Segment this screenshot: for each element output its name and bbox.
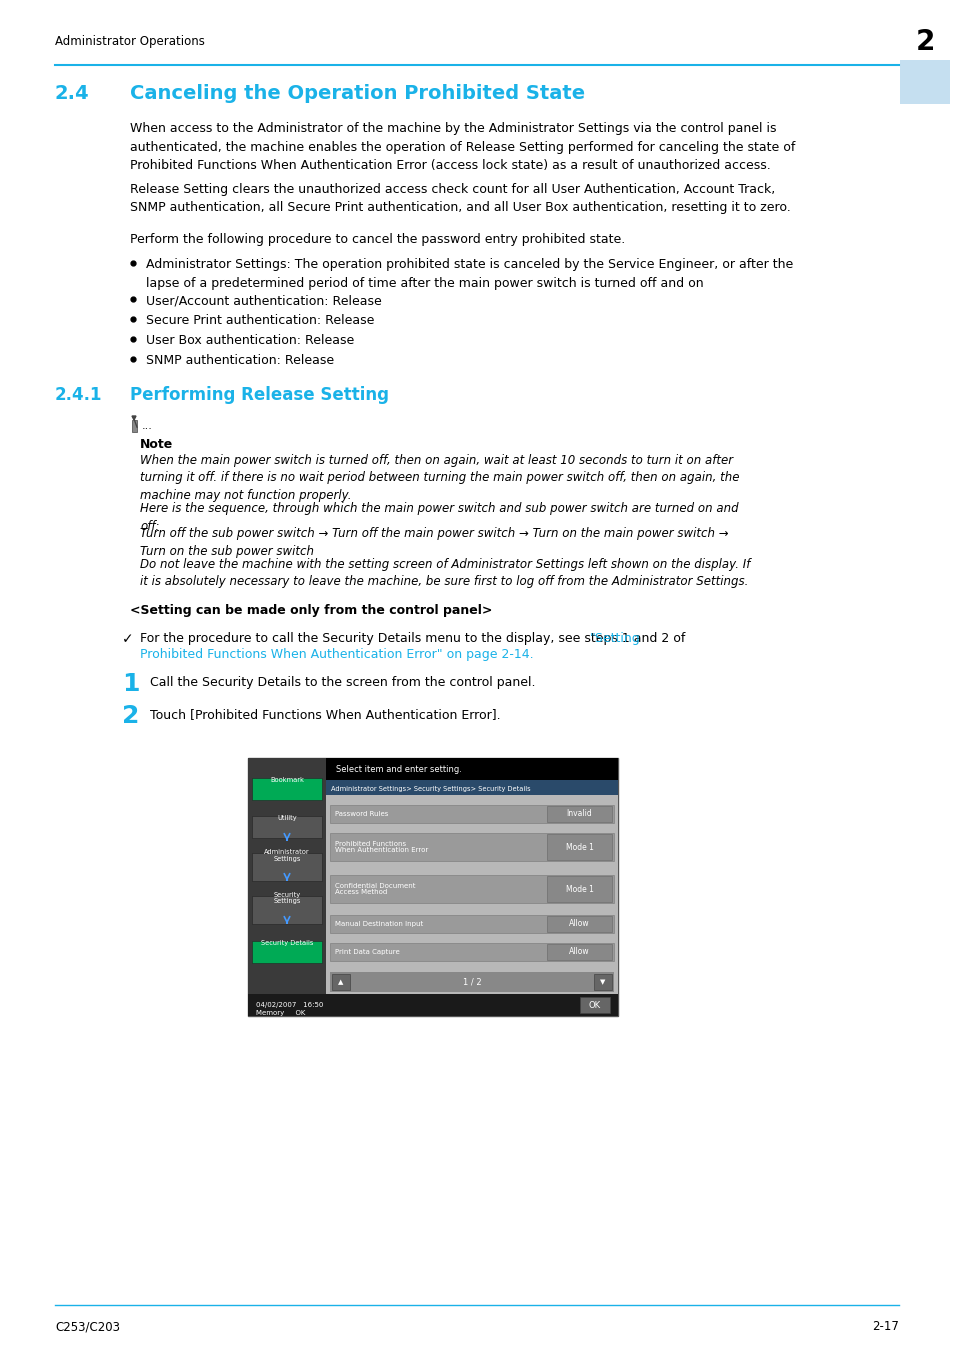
FancyBboxPatch shape (248, 994, 618, 1017)
Text: C253/C203: C253/C203 (55, 1320, 120, 1332)
Text: Note: Note (140, 437, 173, 451)
Text: ...: ... (142, 421, 152, 431)
Text: User/Account authentication: Release: User/Account authentication: Release (146, 294, 381, 306)
Text: Touch [Prohibited Functions When Authentication Error].: Touch [Prohibited Functions When Authent… (150, 707, 500, 721)
Text: Turn off the sub power switch → Turn off the main power switch → Turn on the mai: Turn off the sub power switch → Turn off… (140, 526, 728, 558)
FancyBboxPatch shape (579, 998, 609, 1012)
Text: Manual Destination Input: Manual Destination Input (335, 921, 423, 927)
Text: 04/02/2007   16:50: 04/02/2007 16:50 (255, 1002, 323, 1008)
Text: Administrator Settings: The operation prohibited state is canceled by the Servic: Administrator Settings: The operation pr… (146, 258, 792, 289)
Text: Memory     OK: Memory OK (255, 1010, 305, 1017)
Text: Password Rules: Password Rules (335, 811, 388, 817)
Text: Administrator
Settings: Administrator Settings (264, 849, 310, 861)
FancyBboxPatch shape (594, 973, 612, 990)
FancyBboxPatch shape (332, 973, 350, 990)
Text: Call the Security Details to the screen from the control panel.: Call the Security Details to the screen … (150, 676, 535, 688)
Text: 2.4: 2.4 (55, 84, 90, 103)
Text: Allow: Allow (569, 919, 589, 929)
Text: SNMP authentication: Release: SNMP authentication: Release (146, 354, 334, 367)
Text: Prohibited Functions
When Authentication Error: Prohibited Functions When Authentication… (335, 841, 428, 853)
Text: ▲: ▲ (338, 979, 343, 986)
FancyBboxPatch shape (330, 944, 614, 961)
Text: OK: OK (588, 1000, 600, 1010)
FancyBboxPatch shape (330, 972, 614, 992)
FancyBboxPatch shape (248, 757, 326, 1017)
FancyBboxPatch shape (248, 757, 618, 1017)
Polygon shape (132, 416, 136, 420)
Text: ✓: ✓ (122, 632, 133, 647)
FancyBboxPatch shape (546, 806, 612, 822)
Text: When access to the Administrator of the machine by the Administrator Settings vi: When access to the Administrator of the … (130, 122, 795, 171)
FancyBboxPatch shape (546, 917, 612, 932)
Text: Mode 1: Mode 1 (565, 842, 593, 852)
Text: Bookmark: Bookmark (270, 778, 304, 783)
FancyBboxPatch shape (252, 853, 322, 882)
Text: 2.4.1: 2.4.1 (55, 386, 102, 404)
FancyBboxPatch shape (546, 944, 612, 960)
Text: Select item and enter setting.: Select item and enter setting. (335, 765, 461, 775)
Text: Perform the following procedure to cancel the password entry prohibited state.: Perform the following procedure to cance… (130, 234, 624, 246)
Text: 1 / 2: 1 / 2 (462, 977, 481, 987)
Text: User Box authentication: Release: User Box authentication: Release (146, 333, 354, 347)
Text: Security Details: Security Details (260, 940, 313, 946)
Text: 2: 2 (122, 703, 139, 728)
Text: Do not leave the machine with the setting screen of Administrator Settings left : Do not leave the machine with the settin… (140, 558, 750, 589)
FancyBboxPatch shape (330, 915, 614, 933)
Text: When the main power switch is turned off, then on again, wait at least 10 second: When the main power switch is turned off… (140, 454, 739, 502)
FancyBboxPatch shape (330, 833, 614, 861)
Text: Administrator Settings> Security Settings> Security Details: Administrator Settings> Security Setting… (331, 786, 530, 791)
FancyBboxPatch shape (326, 780, 618, 795)
Text: Release Setting clears the unauthorized access check count for all User Authenti: Release Setting clears the unauthorized … (130, 184, 790, 215)
Text: 1: 1 (122, 672, 139, 697)
Text: 2-17: 2-17 (871, 1320, 898, 1332)
Text: 2: 2 (914, 28, 934, 55)
Text: Utility: Utility (277, 815, 296, 821)
Text: Prohibited Functions When Authentication Error" on page 2-14.: Prohibited Functions When Authentication… (140, 648, 533, 662)
FancyBboxPatch shape (252, 778, 322, 801)
Text: ▼: ▼ (599, 979, 605, 986)
FancyBboxPatch shape (132, 420, 137, 432)
Text: Here is the sequence, through which the main power switch and sub power switch a: Here is the sequence, through which the … (140, 502, 738, 532)
FancyBboxPatch shape (326, 795, 618, 994)
Text: <Setting can be made only from the control panel>: <Setting can be made only from the contr… (130, 603, 492, 617)
FancyBboxPatch shape (330, 875, 614, 903)
FancyBboxPatch shape (546, 876, 612, 902)
Text: Performing Release Setting: Performing Release Setting (130, 386, 389, 404)
Text: Mode 1: Mode 1 (565, 884, 593, 894)
Text: For the procedure to call the Security Details menu to the display, see steps 1 : For the procedure to call the Security D… (140, 632, 689, 645)
Text: Allow: Allow (569, 948, 589, 957)
Text: Print Data Capture: Print Data Capture (335, 949, 399, 954)
FancyBboxPatch shape (326, 757, 618, 780)
FancyBboxPatch shape (252, 941, 322, 963)
FancyBboxPatch shape (252, 815, 322, 838)
FancyBboxPatch shape (252, 896, 322, 923)
Text: Canceling the Operation Prohibited State: Canceling the Operation Prohibited State (130, 84, 584, 103)
Text: "Setting: "Setting (589, 632, 639, 645)
FancyBboxPatch shape (899, 59, 949, 104)
FancyBboxPatch shape (546, 834, 612, 860)
Text: Confidential Document
Access Method: Confidential Document Access Method (335, 883, 416, 895)
Text: Security
Settings: Security Settings (273, 891, 300, 904)
Text: Secure Print authentication: Release: Secure Print authentication: Release (146, 315, 374, 327)
FancyBboxPatch shape (330, 805, 614, 823)
Text: Administrator Operations: Administrator Operations (55, 35, 205, 49)
Text: Invalid: Invalid (566, 810, 592, 818)
